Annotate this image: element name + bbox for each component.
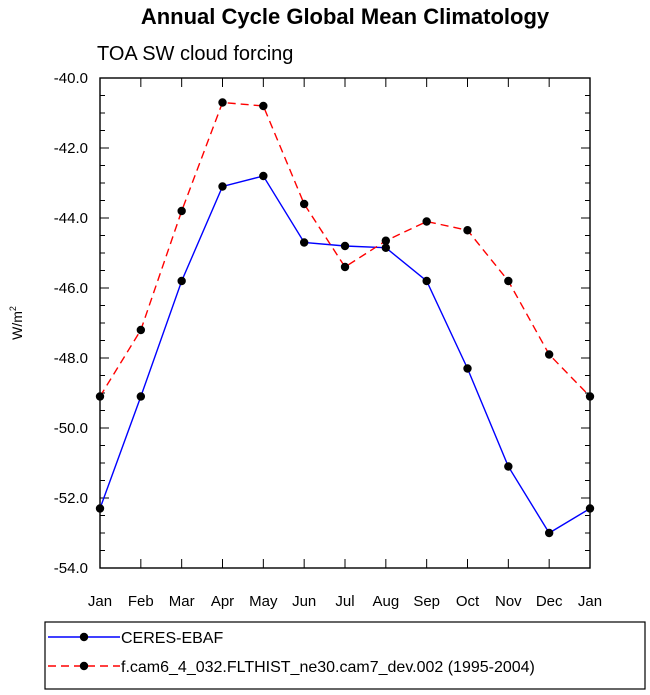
chart-title: Annual Cycle Global Mean Climatology	[141, 4, 550, 29]
data-point	[381, 236, 391, 245]
series-line	[99, 175, 591, 534]
y-tick-label: -50.0	[54, 420, 88, 437]
legend-entry: f.cam6_4_032.FLTHIST_ne30.cam7_dev.002 (…	[48, 659, 535, 676]
data-point	[218, 182, 227, 191]
y-tick-label: -48.0	[54, 350, 88, 367]
legend-box	[44, 621, 646, 690]
legend-marker	[79, 661, 89, 671]
y-tick-label: -44.0	[54, 210, 88, 227]
series-2	[95, 98, 595, 401]
data-point	[340, 262, 350, 272]
data-point	[259, 171, 268, 181]
y-axis-label: W/m2	[8, 306, 25, 340]
legend: CERES-EBAF f.cam6_4_032.FLTHIST_ne30.cam7…	[44, 621, 646, 690]
x-tick-label: Sep	[413, 593, 440, 610]
legend-marker	[79, 632, 89, 642]
data-point	[136, 392, 146, 401]
data-point	[340, 241, 350, 251]
data-point	[136, 325, 146, 335]
series-layer	[95, 98, 595, 538]
data-point	[544, 528, 554, 538]
data-point	[95, 504, 105, 513]
y-axis: -54.0 -52.0 -50.0 -48.0 -46.0 -44.0 -42.0 -40.0	[54, 70, 590, 577]
data-point	[218, 98, 227, 107]
x-tick-label: Oct	[456, 593, 480, 610]
data-point	[299, 238, 309, 247]
plot-border	[99, 77, 591, 569]
y-tick-label: -40.0	[54, 70, 88, 87]
data-point	[463, 226, 472, 235]
y-tick-label: -46.0	[54, 280, 88, 297]
x-axis: Jan Feb Mar Apr May Jun Jul Aug Sep Oct Nov Dec Jan	[88, 78, 602, 610]
x-tick-label: Jan	[88, 593, 112, 610]
legend-label: f.cam6_4_032.FLTHIST_ne30.cam7_dev.002 (…	[121, 659, 535, 676]
x-tick-label: Aug	[372, 593, 399, 610]
x-tick-label: Feb	[128, 593, 154, 610]
y-tick-label: -52.0	[54, 490, 88, 507]
data-point	[381, 243, 391, 252]
chart-subtitle: TOA SW cloud forcing	[97, 43, 293, 65]
data-point	[504, 462, 513, 471]
x-tick-label: Nov	[495, 593, 522, 610]
data-point	[259, 101, 268, 111]
data-point	[95, 392, 105, 401]
plot-frame	[99, 77, 591, 569]
data-point	[585, 392, 595, 401]
data-point	[544, 350, 554, 359]
data-point	[585, 504, 595, 513]
data-point	[177, 206, 186, 216]
y-tick-label: -54.0	[54, 560, 88, 577]
data-point	[422, 217, 431, 226]
x-tick-label: Jan	[578, 593, 602, 610]
x-tick-label: Dec	[536, 593, 563, 610]
series-1	[95, 171, 595, 538]
data-point	[177, 276, 186, 286]
x-tick-label: May	[249, 593, 278, 610]
x-tick-label: Apr	[211, 593, 234, 610]
legend-entry: CERES-EBAF	[48, 630, 223, 647]
x-tick-label: Mar	[169, 593, 195, 610]
data-point	[422, 276, 431, 286]
legend-label: CERES-EBAF	[121, 630, 223, 647]
y-tick-label: -42.0	[54, 140, 88, 157]
data-point	[504, 276, 513, 286]
x-tick-label: Jun	[292, 593, 316, 610]
data-point	[299, 199, 309, 209]
data-point	[463, 364, 472, 373]
x-tick-label: Jul	[335, 593, 354, 610]
